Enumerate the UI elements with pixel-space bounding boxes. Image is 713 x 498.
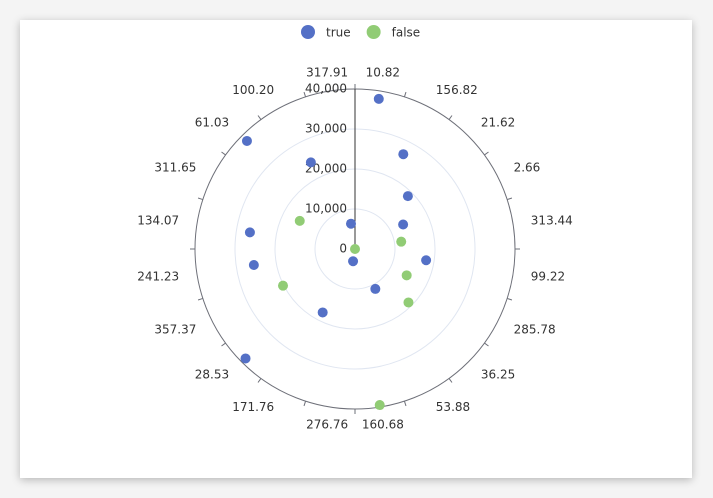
legend-label[interactable]: true [326, 26, 351, 40]
point [348, 256, 359, 267]
angle-label: 100.20 [232, 83, 274, 97]
angle-tick [484, 342, 489, 347]
angle-tick [303, 401, 307, 407]
angle-tick [403, 401, 407, 407]
point [401, 270, 412, 281]
legend-marker[interactable] [366, 25, 381, 39]
angle-label: 160.68 [362, 417, 404, 431]
angle-label: 357.37 [154, 322, 196, 336]
point [350, 244, 360, 254]
point [244, 227, 255, 238]
angle-tick [448, 378, 453, 383]
angle-label: 311.65 [154, 161, 196, 175]
angle-label: 241.23 [137, 269, 179, 283]
angle-tick [507, 197, 513, 201]
radius-tick-label: 40,000 [305, 82, 347, 96]
angle-label: 134.07 [137, 214, 179, 228]
point [241, 135, 252, 146]
angle-tick [484, 151, 489, 156]
angle-tick [257, 115, 262, 120]
radius-tick-label: 20,000 [305, 162, 347, 176]
point [403, 297, 414, 308]
angle-tick [448, 115, 453, 120]
angle-tick [197, 197, 203, 201]
angle-tick [303, 91, 307, 97]
angle-tick [221, 151, 226, 156]
point [396, 236, 407, 247]
angle-label: 276.76 [306, 417, 348, 431]
point [278, 280, 289, 291]
angle-label: 99.22 [531, 269, 565, 283]
angle-tick [257, 378, 262, 383]
legend-marker[interactable] [301, 25, 315, 39]
legend-label[interactable]: false [392, 26, 421, 40]
angle-label: 53.88 [436, 400, 470, 414]
angle-tick [221, 342, 226, 347]
angle-label: 2.66 [514, 161, 541, 175]
angle-label: 36.25 [481, 367, 515, 381]
point [317, 307, 328, 318]
angle-label: 156.82 [436, 83, 478, 97]
angle-label: 171.76 [232, 400, 274, 414]
point [248, 260, 259, 271]
point [305, 157, 316, 168]
point [240, 353, 251, 364]
point [421, 255, 432, 266]
angle-label: 61.03 [195, 116, 229, 130]
radius-tick-label: 0 [339, 242, 347, 256]
point [402, 191, 413, 202]
radius-tick-label: 10,000 [305, 202, 347, 216]
angle-tick [197, 297, 203, 301]
point [398, 219, 409, 230]
point [370, 283, 381, 294]
point [373, 93, 384, 104]
point [398, 149, 409, 160]
point [345, 218, 356, 229]
radius-tick-label: 30,000 [305, 122, 347, 136]
point [294, 215, 305, 226]
angle-tick [507, 297, 513, 301]
angle-label: 317.91 [306, 66, 348, 80]
point [374, 400, 385, 411]
angle-label: 313.44 [531, 214, 573, 228]
angle-label: 21.62 [481, 116, 515, 130]
angle-label: 285.78 [514, 322, 556, 336]
angle-label: 10.82 [366, 66, 400, 80]
angle-tick [403, 91, 407, 97]
angle-label: 28.53 [195, 367, 229, 381]
